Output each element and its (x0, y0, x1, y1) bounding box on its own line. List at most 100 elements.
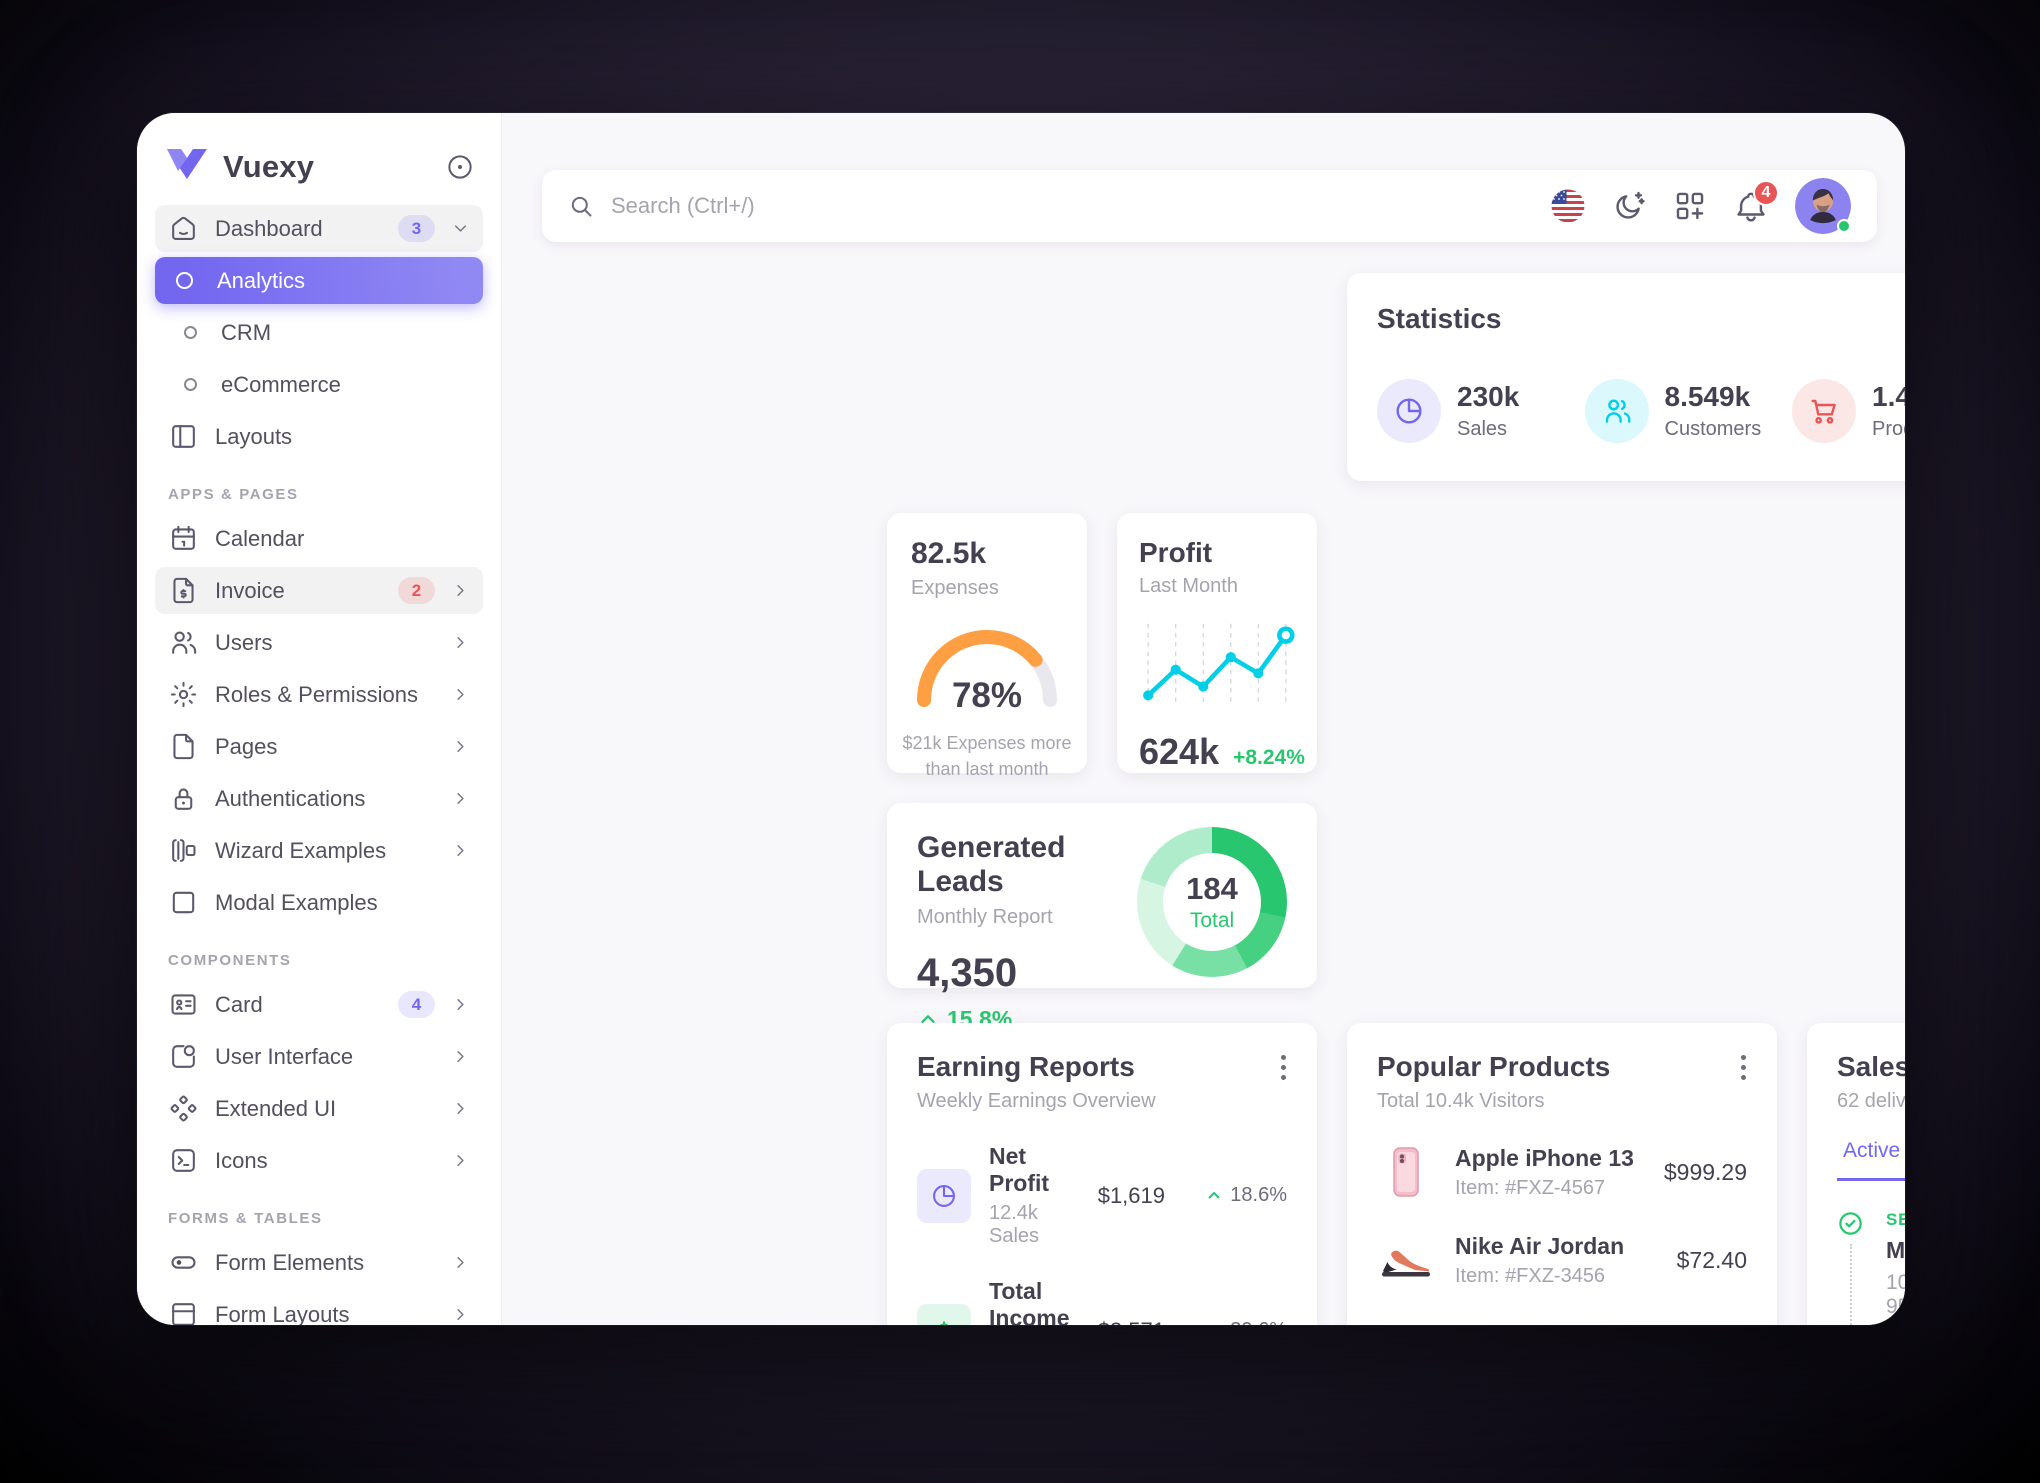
dark-mode-moon-icon[interactable] (1612, 189, 1646, 223)
sidebar: Vuexy Dashboard 3 Analytics CRM (137, 113, 502, 1325)
chevron-right-icon (457, 1308, 464, 1321)
sidebar-item-label: Roles & Permissions (215, 681, 418, 707)
stat-label: Customers (1664, 418, 1762, 440)
trend-up-icon (1205, 1322, 1223, 1326)
generated-leads-card: Generated Leads Monthly Report 4,350 15.… (887, 803, 1317, 1032)
sidebar-item-icons[interactable]: Icons (155, 1137, 483, 1184)
leads-donut-chart: 184 Total (1137, 827, 1287, 977)
sidebar-item-label: Pages (215, 733, 278, 759)
search-input[interactable] (611, 193, 1535, 219)
sidebar-item-wizard-examples[interactable]: Wizard Examples (155, 827, 483, 874)
chevron-right-icon (457, 998, 464, 1011)
leads-subtitle: Monthly Report (917, 906, 1053, 928)
file-icon (173, 733, 194, 760)
row-title: Total Income (989, 1278, 1070, 1325)
sidebar-item-dashboard[interactable]: Dashboard 3 (155, 205, 483, 252)
sidebar-item-label: Wizard Examples (215, 837, 387, 863)
sidebar-item-extended-ui[interactable]: Extended UI (155, 1085, 483, 1132)
wizard-icon (172, 839, 196, 862)
trend-up-icon (1208, 1191, 1220, 1198)
kebab-menu-icon[interactable] (1279, 1051, 1287, 1084)
row-percent: 39.6% (1230, 1319, 1287, 1325)
tab-active[interactable]: Active (1837, 1139, 1905, 1178)
circle-icon (184, 326, 197, 339)
stat-value: 1.423k (1872, 381, 1905, 412)
row-percent: 18.6% (1230, 1184, 1287, 1206)
expenses-gauge-chart: 78% (907, 618, 1067, 715)
topbar: 4 (542, 170, 1877, 242)
sidebar-item-user-interface[interactable]: User Interface (155, 1033, 483, 1080)
timeline-connector (1849, 1244, 1852, 1325)
sender-name: Myrtle Ullrich (1886, 1237, 1905, 1263)
products-subtitle: Total 10.4k Visitors (1377, 1090, 1545, 1112)
sidebar-item-users[interactable]: Users (155, 619, 483, 666)
iphone-product-image (1393, 1147, 1419, 1197)
sidebar-item-authentications[interactable]: Authentications (155, 775, 483, 822)
sidebar-item-label: CRM (221, 319, 272, 345)
sidebar-item-crm[interactable]: CRM (155, 309, 483, 356)
dashboard-badge: 3 (398, 215, 435, 242)
donut-center-label: Total (1189, 909, 1235, 932)
sidebar-item-pages[interactable]: Pages (155, 723, 483, 770)
chevron-right-icon (457, 1050, 464, 1063)
sneaker-product-image (1382, 1250, 1430, 1277)
orders-tabs: Active Links Links Disabled (1837, 1139, 1905, 1180)
product-row-beats[interactable]: Beats Studio 2 Item: #FXZ-9485 $99.90 (1377, 1319, 1747, 1326)
diamonds-icon (170, 1095, 197, 1122)
chevron-right-icon (457, 584, 464, 597)
users-icon (172, 631, 197, 654)
notifications-bell-icon[interactable]: 4 (1734, 180, 1779, 223)
pie-chart-icon (1377, 379, 1441, 443)
trend-up-icon (921, 1014, 935, 1023)
product-row-iphone[interactable]: Apple iPhone 13 Item: #FXZ-4567 $999.29 (1377, 1143, 1747, 1201)
headphones-product-image (1377, 1319, 1435, 1325)
product-item-code: Item: #FXZ-3456 (1455, 1264, 1606, 1287)
sidebar-item-form-layouts[interactable]: Form Layouts (155, 1291, 483, 1325)
language-flag-icon[interactable] (1551, 189, 1585, 223)
stat-value: 230k (1457, 381, 1520, 412)
lock-icon (174, 788, 193, 810)
earning-row-net-profit: Net Profit 12.4k Sales $1,619 18.6% (917, 1143, 1287, 1248)
row-subtitle: 12.4k Sales (989, 1202, 1040, 1247)
earning-title: Earning Reports (917, 1051, 1135, 1082)
product-row-nike[interactable]: Nike Air Jordan Item: #FXZ-3456 $72.40 (1377, 1231, 1747, 1289)
user-avatar[interactable] (1795, 178, 1851, 234)
sidebar-item-roles-permissions[interactable]: Roles & Permissions (155, 671, 483, 718)
sidebar-item-label: Form Elements (215, 1249, 365, 1275)
popular-products-card: Popular Products Total 10.4k Visitors Ap… (1347, 1023, 1777, 1325)
sidebar-item-analytics[interactable]: Analytics (155, 257, 483, 304)
kebab-menu-icon[interactable] (1739, 1051, 1747, 1084)
users-icon (1584, 379, 1649, 443)
sidebar-item-ecommerce[interactable]: eCommerce (155, 361, 483, 408)
chevron-right-icon (457, 636, 464, 649)
calendar-icon (172, 525, 195, 550)
sidebar-item-layouts[interactable]: Layouts (155, 413, 483, 460)
product-name: Nike Air Jordan (1455, 1232, 1625, 1259)
main-content: 4 Statistics Updated 1 month ago 230k (502, 113, 1905, 1325)
ui-icon (172, 1045, 195, 1068)
sidebar-collapse-icon[interactable] (445, 152, 475, 182)
product-name: Apple iPhone 13 (1455, 1144, 1634, 1171)
product-name: Beats Studio 2 (1455, 1321, 1657, 1326)
section-header: COMPONENTS (168, 952, 292, 969)
check-circle-icon (1839, 1212, 1862, 1235)
sender-block: SENDER Myrtle Ullrich 101 Boulder, Calif… (1886, 1210, 1905, 1319)
sidebar-item-label: Invoice (215, 577, 285, 603)
sidebar-item-label: Authentications (215, 785, 366, 811)
profit-line-chart (1143, 623, 1295, 707)
sidebar-item-card[interactable]: Card 4 (155, 981, 483, 1028)
donut-center-value: 184 (1186, 871, 1238, 906)
sidebar-item-form-elements[interactable]: Form Elements (155, 1239, 483, 1286)
sidebar-item-label: Form Layouts (215, 1301, 350, 1326)
chevron-right-icon (457, 844, 464, 857)
sidebar-item-label: Icons (215, 1147, 268, 1173)
shortcuts-grid-icon[interactable] (1673, 189, 1707, 223)
sidebar-item-modal-examples[interactable]: Modal Examples (155, 879, 483, 926)
layout-icon (172, 425, 195, 448)
sidebar-item-label: Layouts (215, 423, 293, 449)
sidebar-item-calendar[interactable]: Calendar (155, 515, 483, 562)
vuexy-logo (167, 149, 207, 179)
sidebar-item-invoice[interactable]: Invoice 2 (155, 567, 483, 614)
product-item-code: Item: #FXZ-4567 (1455, 1176, 1606, 1199)
